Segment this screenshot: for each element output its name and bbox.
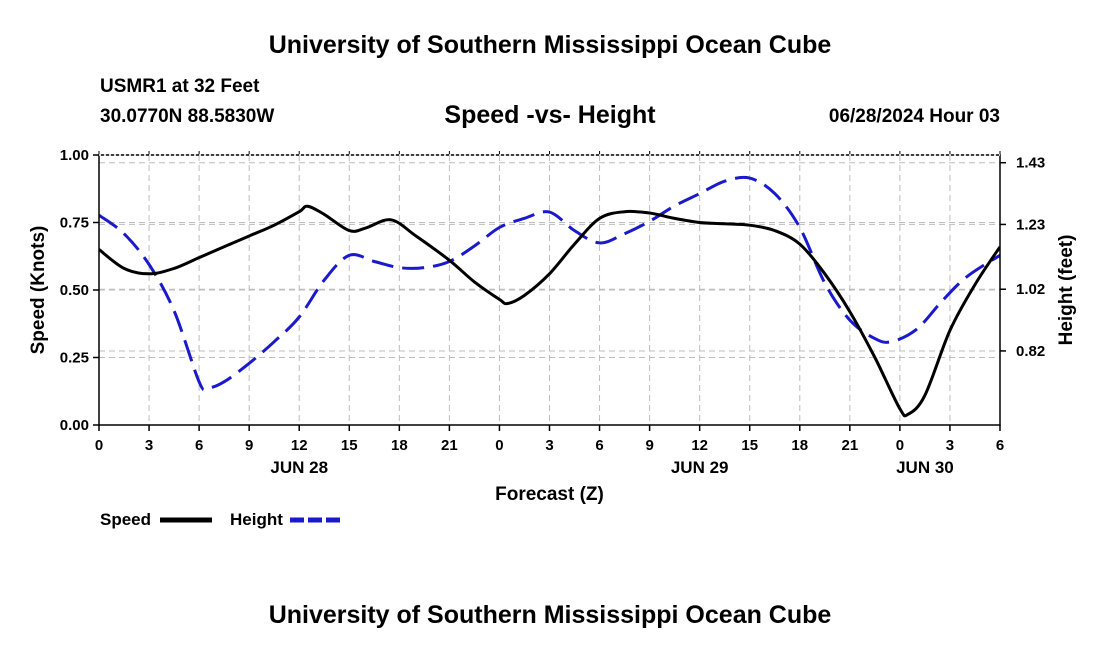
page-title: University of Southern Mississippi Ocean… [268, 31, 832, 59]
x-tick-label: 0 [95, 437, 103, 454]
x-axis-title: Forecast (Z) [495, 484, 604, 505]
x-tick-label: 15 [741, 437, 758, 454]
forecast-datetime: 06/28/2024 Hour 03 [828, 106, 1000, 127]
series-line-speed [99, 204, 1000, 418]
legend-label-height: Height [230, 510, 283, 529]
y2-tick-label: 1.43 [1016, 155, 1045, 172]
chart-title: Speed -vs- Height [444, 101, 656, 129]
x-tick-label: 12 [691, 437, 708, 454]
y-tick-label: 1.00 [60, 147, 89, 164]
y-tick-label: 0.25 [60, 350, 89, 367]
x-tick-label: 0 [896, 437, 904, 454]
y2-tick-label: 0.82 [1016, 343, 1045, 360]
date-label: JUN 28 [270, 458, 328, 477]
x-tick-label: 15 [341, 437, 358, 454]
y2-tick-label: 1.23 [1016, 216, 1045, 233]
y2-axis-title: Height (feet) [1056, 235, 1077, 346]
legend: Speed Height [100, 510, 342, 529]
axes: 0 3 6 9 12 15 18 21 0 3 6 9 12 15 18 21 0 3 6 0.00 0.25 0.50 0… [28, 147, 1077, 505]
station-label: USMR1 at 32 Feet [100, 76, 260, 97]
series-layer [99, 175, 1000, 418]
y-tick-label: 0.50 [60, 282, 89, 299]
x-tick-label: 9 [645, 437, 653, 454]
x-tick-label: 3 [545, 437, 553, 454]
footer-title: University of Southern Mississippi Ocean… [268, 601, 832, 629]
legend-label-speed: Speed [100, 510, 151, 529]
x-tick-label: 3 [946, 437, 954, 454]
x-tick-label: 21 [441, 437, 458, 454]
x-tick-label: 18 [791, 437, 808, 454]
y-tick-label: 0.00 [60, 417, 89, 434]
date-label: JUN 29 [671, 458, 729, 477]
x-tick-label: 21 [841, 437, 858, 454]
y-axis-title: Speed (Knots) [28, 226, 49, 355]
date-label: JUN 30 [896, 458, 954, 477]
x-tick-label: 3 [145, 437, 153, 454]
x-tick-label: 6 [996, 437, 1004, 454]
y2-tick-label: 1.02 [1016, 281, 1045, 298]
grid [99, 155, 1000, 425]
station-coordinates: 30.0770N 88.5830W [100, 106, 275, 127]
y-tick-label: 0.75 [60, 215, 89, 232]
x-tick-label: 0 [495, 437, 503, 454]
x-tick-label: 6 [195, 437, 203, 454]
x-tick-label: 12 [291, 437, 308, 454]
x-tick-label: 18 [391, 437, 408, 454]
x-tick-label: 9 [245, 437, 253, 454]
x-tick-label: 6 [595, 437, 603, 454]
series-line-height [99, 175, 1000, 392]
